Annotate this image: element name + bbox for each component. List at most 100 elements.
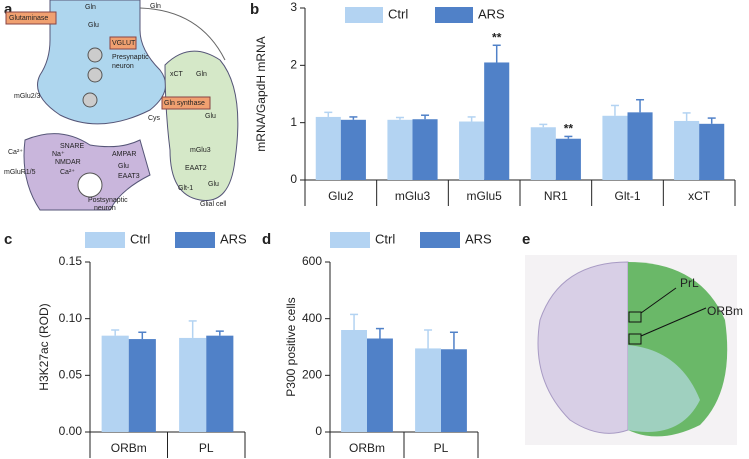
- diagram-label: Gln: [85, 4, 96, 11]
- x-tick-label: ORBm: [349, 441, 385, 455]
- y-tick-label: 600: [302, 254, 322, 268]
- y-tick-label: 200: [302, 368, 322, 382]
- bar: [315, 116, 341, 180]
- diagram-label: Glt-1: [178, 185, 193, 192]
- legend-label: Ctrl: [375, 231, 395, 246]
- bar: [206, 335, 234, 432]
- legend-label: Ctrl: [130, 231, 150, 246]
- bar: [128, 339, 156, 432]
- x-tick-label: ORBm: [111, 441, 147, 455]
- glial-cell: [164, 50, 239, 201]
- bar: [367, 338, 393, 432]
- bar: [387, 119, 413, 180]
- bar: [412, 119, 438, 180]
- y-tick-label: 1: [290, 115, 297, 129]
- vesicle: [87, 47, 103, 63]
- y-tick-label: 0.05: [59, 368, 83, 382]
- x-tick-label: mGlu3: [395, 189, 431, 203]
- panel-label: c: [4, 231, 12, 248]
- diagram-label: Postsynaptic: [88, 197, 128, 204]
- x-tick-label: mGlu5: [466, 189, 502, 203]
- legend-label: ARS: [465, 231, 492, 246]
- y-tick-label: 0: [290, 172, 297, 186]
- diagram-label: EAAT2: [185, 165, 207, 172]
- diagram-label: Glu: [205, 113, 216, 120]
- x-tick-label: xCT: [688, 189, 711, 203]
- diagram-label: EAAT3: [118, 173, 140, 180]
- y-tick-label: 0.10: [59, 311, 83, 325]
- panel-label: a: [4, 1, 13, 18]
- legend-label: ARS: [478, 6, 505, 21]
- panel-label: b: [250, 1, 259, 18]
- diagram-label: neuron: [112, 63, 134, 70]
- atlas-region: [628, 345, 700, 432]
- label-box: [5, 11, 57, 25]
- diagram-label: AMPAR: [112, 151, 136, 158]
- postsynaptic-neuron: [23, 133, 151, 211]
- diagram-label: xCT: [170, 71, 184, 78]
- bar: [415, 348, 441, 432]
- bar: [602, 115, 628, 180]
- chart: 0.00 0.05 0.10 0.15 H3K27ac (ROD) Ctrl ARS ORBm…: [37, 231, 247, 458]
- roi-box: [628, 311, 642, 323]
- legend-swatch: [435, 7, 473, 23]
- legend-swatch: [330, 232, 370, 248]
- arrow: [139, 7, 226, 61]
- bar: [340, 119, 366, 180]
- legend-swatch: [420, 232, 460, 248]
- diagram-label: Presynaptic: [112, 54, 149, 61]
- pointer: [640, 287, 677, 314]
- synapse-diagram: Glutaminase Gln Glu VGLUT Presynaptic ne…: [4, 0, 239, 212]
- diagram-label: NMDAR: [55, 159, 81, 166]
- label-box: [109, 36, 137, 50]
- diagram-label: Ca²⁺: [60, 169, 75, 176]
- diagram-label: mGlu2/3: [14, 93, 41, 100]
- diagram-label: Glutaminase: [9, 15, 48, 22]
- bar: [459, 121, 485, 180]
- y-tick-label: 2: [290, 58, 297, 72]
- diagram-label: mGluR1/5: [4, 169, 36, 176]
- brain-image: PrL ORBm: [525, 255, 743, 445]
- roi-box: [628, 333, 642, 345]
- panel-label: e: [522, 231, 530, 248]
- chart: 0 200 400 600 P300 positive cells Ctrl ARS ORBm…: [284, 231, 492, 458]
- y-tick-label: 3: [290, 0, 297, 14]
- x-tick-label: Glu2: [328, 189, 354, 203]
- legend-label: Ctrl: [388, 6, 408, 21]
- panel-label: d: [262, 231, 271, 248]
- diagram-label: VGLUT: [112, 40, 136, 47]
- x-tick-label: NR1: [544, 189, 568, 203]
- vesicle: [82, 92, 98, 108]
- x-tick-label: PL: [199, 441, 214, 455]
- y-tick-label: 0.00: [59, 424, 83, 438]
- y-tick-label: 400: [302, 311, 322, 325]
- diagram-label: Glu: [118, 163, 129, 170]
- legend-swatch: [175, 232, 215, 248]
- legend-label: ARS: [220, 231, 247, 246]
- bar: [441, 349, 467, 432]
- x-tick-label: PL: [434, 441, 449, 455]
- y-tick-label: 0.15: [59, 254, 83, 268]
- legend-swatch: [85, 232, 125, 248]
- diagram-label: Glial cell: [200, 201, 227, 208]
- bar: [627, 112, 653, 180]
- significance-label: **: [564, 122, 574, 136]
- legend-swatch: [345, 7, 383, 23]
- vesicle: [87, 67, 103, 83]
- image-label: ORBm: [707, 304, 743, 318]
- y-tick-label: 0: [315, 424, 322, 438]
- diagram-label: Na⁺: [52, 151, 65, 158]
- diagram-label: mGlu3: [190, 147, 211, 154]
- bar: [179, 337, 207, 432]
- diagram-label: Ca²⁺: [8, 149, 23, 156]
- diagram-label: neuron: [94, 205, 116, 212]
- diagram-label: SNARE: [60, 143, 84, 150]
- chart: 0 1 2 3 mRNA/GapdH mRNA Ctrl ARS Glu2 mGlu3 mGlu5…: [254, 0, 736, 206]
- label-box: [161, 96, 211, 110]
- bar: [341, 330, 367, 432]
- bar: [674, 120, 700, 180]
- bar: [555, 138, 581, 180]
- bar: [484, 62, 510, 180]
- x-tick-label: Glt-1: [614, 189, 640, 203]
